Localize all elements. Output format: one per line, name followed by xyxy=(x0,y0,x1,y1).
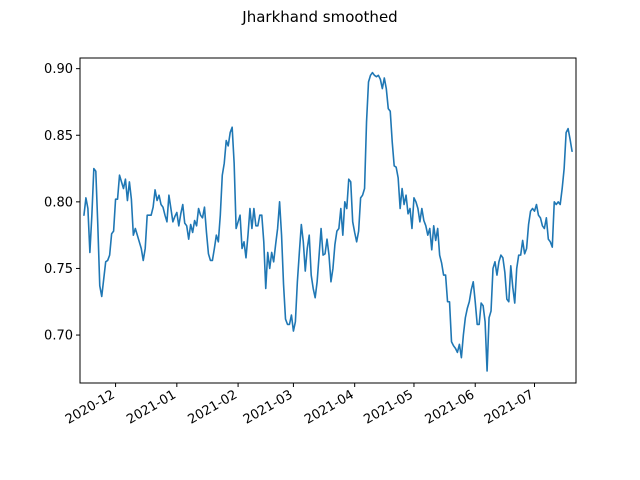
y-tick-label: 0.85 xyxy=(44,129,73,144)
plot-series xyxy=(83,71,573,372)
y-axis: 0.70 0.75 0.80 0.85 0.90 xyxy=(44,62,80,344)
y-tick-label: 0.75 xyxy=(44,262,73,277)
chart-title: Jharkhand smoothed xyxy=(241,8,397,26)
plot-frame xyxy=(79,57,577,384)
y-tick-label: 0.80 xyxy=(44,195,73,210)
y-tick-label: 0.90 xyxy=(44,62,73,77)
y-tick-label: 0.70 xyxy=(44,329,73,344)
series-line xyxy=(83,71,573,372)
